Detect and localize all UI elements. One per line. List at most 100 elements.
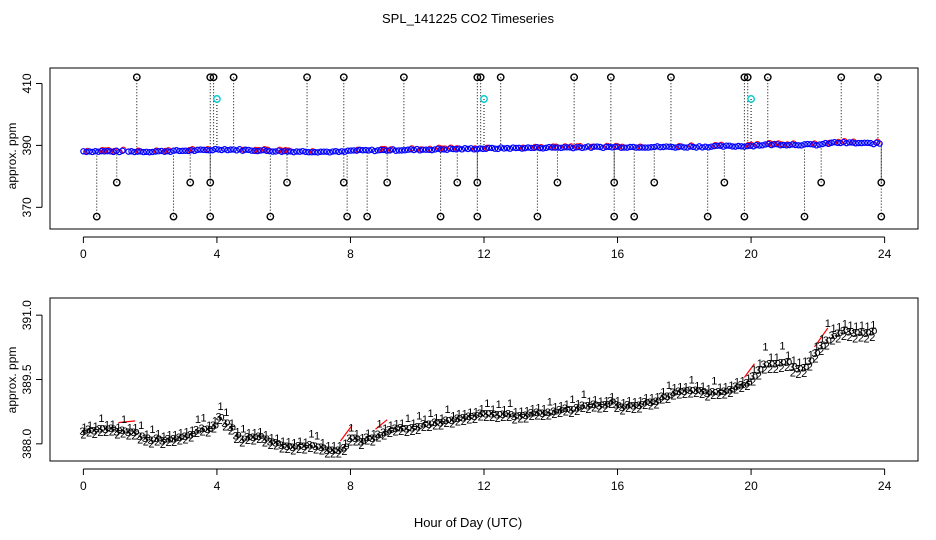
marker-1: 1 <box>354 429 360 441</box>
base-point <box>584 143 592 150</box>
marker-2: 2 <box>869 332 875 344</box>
base-point <box>428 146 436 154</box>
marker-o: o <box>831 330 837 342</box>
base-point <box>515 144 523 152</box>
base-point <box>80 148 87 155</box>
marker-o: o <box>826 334 832 346</box>
base-point <box>341 148 348 155</box>
marker-o: o <box>701 385 707 397</box>
marker-o: o <box>497 408 503 420</box>
marker-o: o <box>616 399 622 411</box>
marker-3: 3 <box>800 363 806 375</box>
marker-o: o <box>871 325 877 337</box>
marker-3: 3 <box>596 400 602 412</box>
marker-o: o <box>139 429 145 441</box>
marker-2: 2 <box>148 438 154 450</box>
marker-1: 1 <box>518 406 524 418</box>
base-point <box>759 142 766 149</box>
base-point <box>602 143 610 151</box>
base-point <box>711 142 718 150</box>
marker-o: o <box>576 402 582 414</box>
base-point <box>714 142 721 149</box>
marker-o: o <box>621 400 627 412</box>
base-point <box>107 148 114 155</box>
marker-3: 3 <box>437 417 443 429</box>
marker-2: 2 <box>211 423 217 435</box>
marker-1: 1 <box>689 374 695 386</box>
marker-1: 1 <box>484 398 490 410</box>
base-point <box>786 141 793 149</box>
base-point <box>221 146 228 153</box>
marker-o: o <box>196 424 202 436</box>
marker-2: 2 <box>200 427 206 439</box>
base-point <box>708 143 715 150</box>
bottom-x-tick-label: 8 <box>347 479 354 493</box>
marker-o: o <box>610 396 616 408</box>
base-point <box>269 148 276 155</box>
base-point <box>518 145 526 152</box>
marker-1: 1 <box>172 429 178 441</box>
bottom-x-tick-label: 12 <box>477 479 491 493</box>
marker-2: 2 <box>784 362 790 374</box>
base-point <box>657 143 664 151</box>
marker-o: o <box>758 363 764 375</box>
marker-o: o <box>338 444 344 456</box>
marker-o: o <box>684 384 690 396</box>
marker-3: 3 <box>448 415 454 427</box>
outlier-point <box>837 73 846 82</box>
marker-o: o <box>587 400 593 412</box>
marker-2: 2 <box>103 427 109 439</box>
base-point <box>158 147 165 155</box>
base-point <box>146 149 153 156</box>
marker-o: o <box>150 433 156 445</box>
marker-o: o <box>179 431 185 443</box>
marker-1: 1 <box>218 401 224 413</box>
bottom-x-tick-label: 4 <box>214 479 221 493</box>
base-point <box>278 148 285 155</box>
outlier-point <box>720 178 729 187</box>
marker-1: 1 <box>575 398 581 410</box>
marker-3: 3 <box>221 418 227 430</box>
marker-1: 1 <box>223 407 229 419</box>
marker-3: 3 <box>357 437 363 449</box>
base-point <box>705 144 712 151</box>
outlier-point <box>740 212 749 221</box>
marker-2: 2 <box>273 441 279 453</box>
base-point <box>149 148 156 156</box>
marker-3: 3 <box>420 418 426 430</box>
outlier-point <box>132 73 141 82</box>
marker-1: 1 <box>819 334 825 346</box>
base-point <box>458 146 466 153</box>
base-point <box>768 141 775 149</box>
marker-1: 1 <box>603 395 609 407</box>
marker-1: 1 <box>836 321 842 333</box>
base-point <box>200 146 207 154</box>
marker-3: 3 <box>335 445 341 457</box>
marker-3: 3 <box>789 362 795 374</box>
base-point <box>257 147 264 154</box>
base-point <box>530 144 538 152</box>
marker-o: o <box>394 422 400 434</box>
marker-3: 3 <box>210 420 216 432</box>
marker-2: 2 <box>188 433 194 445</box>
marker-1: 1 <box>331 441 337 453</box>
marker-3: 3 <box>301 441 307 453</box>
marker-o: o <box>372 432 378 444</box>
marker-o: o <box>383 426 389 438</box>
marker-1: 1 <box>757 358 763 370</box>
marker-1: 1 <box>694 381 700 393</box>
marker-1: 1 <box>711 376 717 388</box>
marker-3: 3 <box>687 385 693 397</box>
base-point <box>101 148 108 155</box>
marker-1: 1 <box>93 421 99 433</box>
base-point <box>846 139 853 146</box>
marker-o: o <box>673 387 679 399</box>
marker-o: o <box>128 426 134 438</box>
marker-2: 2 <box>841 331 847 343</box>
marker-1: 1 <box>280 436 286 448</box>
marker-1: 1 <box>666 380 672 392</box>
marker-3: 3 <box>363 432 369 444</box>
marker-1: 1 <box>314 430 320 442</box>
base-point <box>810 141 817 148</box>
marker-3: 3 <box>556 405 562 417</box>
